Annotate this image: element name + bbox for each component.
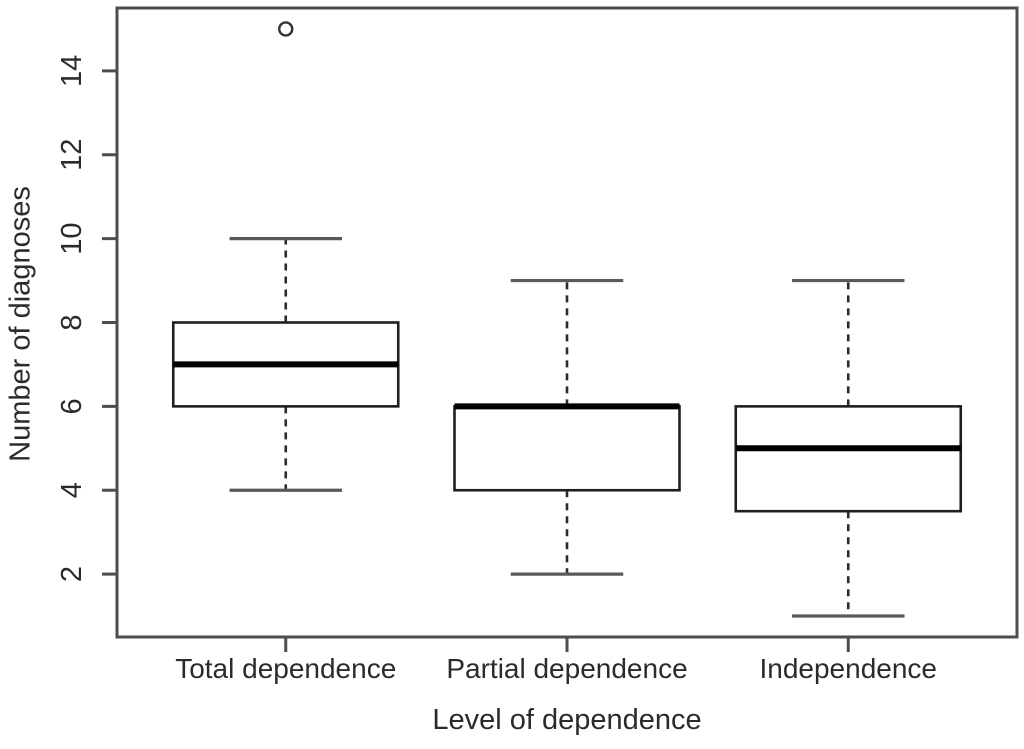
iqr-box [453,405,681,492]
y-tick-label: 2 [56,566,88,582]
y-tick-label: 14 [56,55,88,87]
y-axis-title: Number of diagnoses [4,186,37,462]
x-tick-label: Total dependence [175,653,396,684]
x-axis-title: Level of dependence [432,704,702,736]
y-tick-label: 12 [56,139,88,171]
iqr-box [734,405,963,513]
y-tick-label: 4 [56,482,88,498]
y-tick-label: 10 [56,223,88,255]
y-tick-label: 8 [56,314,88,330]
x-tick-label: Partial dependence [446,653,687,684]
outlier-point [278,21,294,37]
x-tick-label: Independence [759,653,937,684]
y-tick-label: 6 [56,398,88,414]
